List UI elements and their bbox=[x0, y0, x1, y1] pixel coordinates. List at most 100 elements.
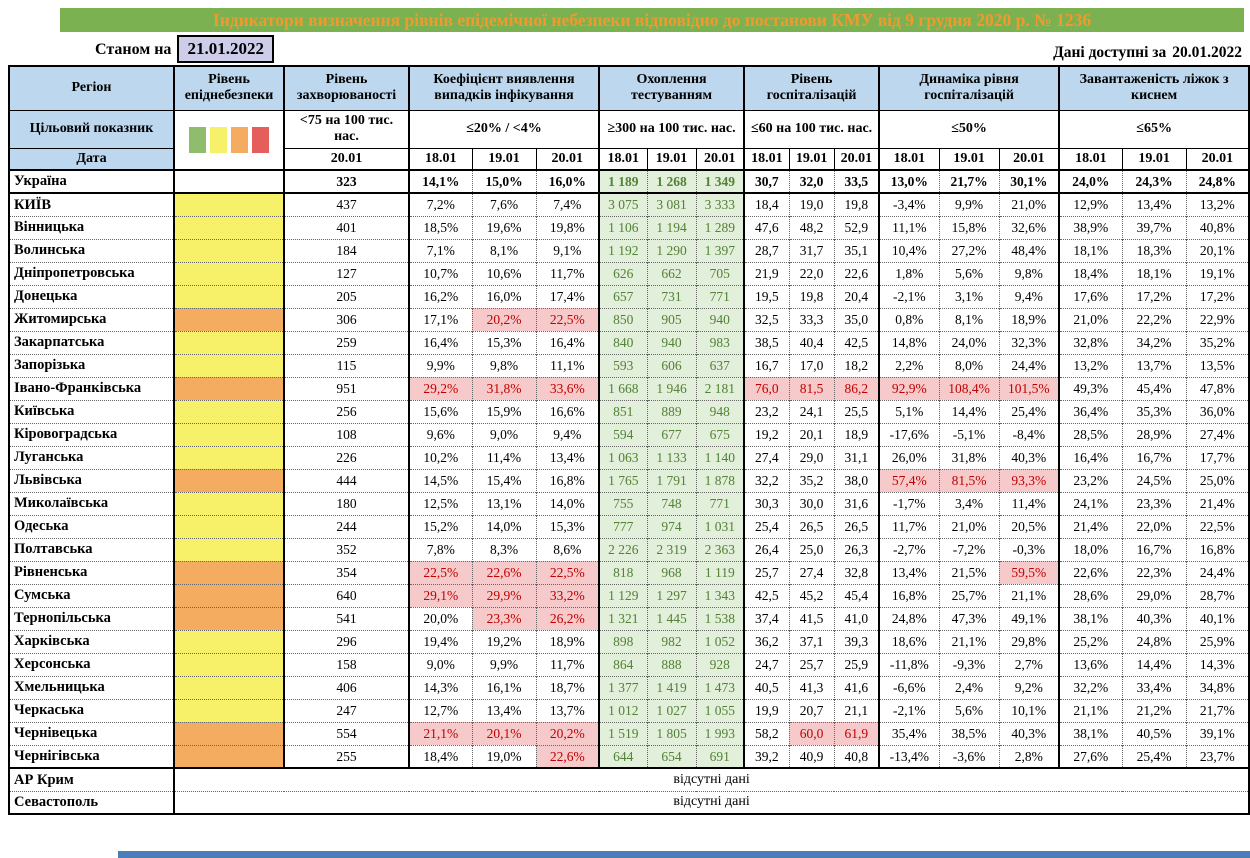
col-header-danger-level: Рівень епіднебезпеки bbox=[173, 65, 285, 111]
hospitalization-cell: 26,5 bbox=[833, 514, 880, 538]
testing-cell: 755 bbox=[598, 491, 648, 515]
beds-cell: 19,1% bbox=[1185, 261, 1250, 285]
hospitalization-cell: 22,6 bbox=[833, 261, 880, 285]
beds-cell: 28,7% bbox=[1185, 583, 1250, 607]
region-row: Київська 256 15,6% 15,9% 16,6% 851 889 948 23,2 2… bbox=[8, 399, 1250, 423]
detection-cell: 9,8% bbox=[471, 353, 536, 377]
hospitalization-cell: 38,0 bbox=[833, 468, 880, 492]
incidence-cell: 352 bbox=[283, 537, 409, 561]
testing-cell: 1 268 bbox=[646, 169, 697, 193]
region-name-cell: Житомирська bbox=[8, 307, 174, 331]
detection-cell: 21,1% bbox=[408, 721, 472, 745]
testing-cell: 1 012 bbox=[598, 698, 648, 722]
region-name-cell: Хмельницька bbox=[8, 675, 174, 699]
hospitalization-cell: 23,2 bbox=[743, 399, 790, 423]
dynamics-cell: 25,7% bbox=[938, 583, 1000, 607]
region-name-cell: Запорізька bbox=[8, 353, 174, 377]
dynamics-cell: 9,8% bbox=[998, 261, 1060, 285]
hospitalization-cell: 41,3 bbox=[788, 675, 835, 699]
incidence-cell: 244 bbox=[283, 514, 409, 538]
testing-cell: 1 993 bbox=[695, 721, 745, 745]
testing-cell: 691 bbox=[695, 744, 745, 768]
dynamics-cell: 8,1% bbox=[938, 307, 1000, 331]
testing-cell: 1 194 bbox=[646, 215, 697, 239]
hospitalization-cell: 47,6 bbox=[743, 215, 790, 239]
dynamics-cell: 21,0% bbox=[938, 514, 1000, 538]
data-available-label: Дані доступні за bbox=[1053, 44, 1167, 61]
incidence-cell: 401 bbox=[283, 215, 409, 239]
hospitalization-cell: 76,0 bbox=[743, 376, 790, 400]
beds-cell: 18,1% bbox=[1121, 261, 1187, 285]
testing-cell: 1 031 bbox=[695, 514, 745, 538]
testing-cell: 594 bbox=[598, 422, 648, 446]
hospitalization-cell: 32,2 bbox=[743, 468, 790, 492]
detection-cell: 11,7% bbox=[535, 261, 600, 285]
danger-level-cell bbox=[173, 422, 284, 446]
detection-cell: 7,2% bbox=[408, 192, 472, 216]
col-header-hospitalization: Рівень госпіталізацій bbox=[743, 65, 880, 111]
detection-cell: 9,4% bbox=[535, 422, 600, 446]
dynamics-cell: 11,4% bbox=[998, 491, 1060, 515]
detection-cell: 20,0% bbox=[408, 606, 472, 630]
testing-cell: 731 bbox=[646, 284, 697, 308]
testing-cell: 748 bbox=[646, 491, 697, 515]
dynamics-cell: 1,8% bbox=[878, 261, 940, 285]
beds-cell: 24,8% bbox=[1185, 169, 1250, 193]
dynamics-cell: -3,4% bbox=[878, 192, 940, 216]
detection-cell: 18,4% bbox=[408, 744, 472, 768]
beds-cell: 39,1% bbox=[1185, 721, 1250, 745]
dynamics-cell: 8,0% bbox=[938, 353, 1000, 377]
detection-cell: 9,6% bbox=[408, 422, 472, 446]
detection-cell: 29,2% bbox=[408, 376, 472, 400]
beds-cell: 25,4% bbox=[1121, 744, 1187, 768]
hospitalization-cell: 28,7 bbox=[743, 238, 790, 262]
testing-cell: 1 192 bbox=[598, 238, 648, 262]
region-name-cell: КИЇВ bbox=[8, 192, 174, 216]
hospitalization-cell: 18,9 bbox=[833, 422, 880, 446]
beds-cell: 36,4% bbox=[1058, 399, 1123, 423]
region-row: Одеська 244 15,2% 14,0% 15,3% 777 974 1 031 25,4… bbox=[8, 514, 1250, 538]
beds-cell: 14,3% bbox=[1185, 652, 1250, 676]
subheader: Станом на 21.01.2022 Дані доступні за 20.0… bbox=[0, 32, 1250, 65]
danger-level-cell bbox=[173, 468, 284, 492]
beds-cell: 13,5% bbox=[1185, 353, 1250, 377]
dynamics-cell: 16,8% bbox=[878, 583, 940, 607]
region-row: Львівська 444 14,5% 15,4% 16,8% 1 765 1 791 1 8… bbox=[8, 468, 1250, 492]
danger-level-cell bbox=[173, 238, 284, 262]
testing-cell: 1 878 bbox=[695, 468, 745, 492]
dynamics-cell: 13,0% bbox=[878, 169, 940, 193]
hospitalization-cell: 32,5 bbox=[743, 307, 790, 331]
incidence-cell: 951 bbox=[283, 376, 409, 400]
hospitalization-cell: 36,2 bbox=[743, 629, 790, 653]
beds-cell: 40,8% bbox=[1185, 215, 1250, 239]
dynamics-cell: 21,5% bbox=[938, 560, 1000, 584]
detection-cell: 15,6% bbox=[408, 399, 472, 423]
incidence-cell: 180 bbox=[283, 491, 409, 515]
detection-cell: 9,0% bbox=[471, 422, 536, 446]
target-hospitalization: ≤60 на 100 тис. нас. bbox=[743, 109, 880, 149]
incidence-cell: 158 bbox=[283, 652, 409, 676]
dynamics-cell: 11,1% bbox=[878, 215, 940, 239]
dynamics-cell: 2,2% bbox=[878, 353, 940, 377]
testing-cell: 1 106 bbox=[598, 215, 648, 239]
beds-cell: 23,2% bbox=[1058, 468, 1123, 492]
testing-cell: 948 bbox=[695, 399, 745, 423]
dynamics-cell: 2,4% bbox=[938, 675, 1000, 699]
col-header-detection: Коефіцієнт виявлення випадків інфікуванн… bbox=[407, 65, 600, 111]
danger-level-cell bbox=[173, 491, 284, 515]
detection-cell: 9,9% bbox=[471, 652, 536, 676]
beds-cell: 24,1% bbox=[1058, 491, 1123, 515]
dynamics-cell: 14,4% bbox=[938, 399, 1000, 423]
region-row: Волинська 184 7,1% 8,1% 9,1% 1 192 1 290 1 397 2… bbox=[8, 238, 1250, 262]
dynamics-cell: 18,6% bbox=[878, 629, 940, 653]
detection-cell: 16,4% bbox=[408, 330, 472, 354]
testing-cell: 1 419 bbox=[646, 675, 697, 699]
beds-cell: 13,2% bbox=[1185, 192, 1250, 216]
beds-cell: 13,6% bbox=[1058, 652, 1123, 676]
region-row: Черкаська 247 12,7% 13,4% 13,7% 1 012 1 027 1 0… bbox=[8, 698, 1250, 722]
region-name-cell: Одеська bbox=[8, 514, 174, 538]
hospitalization-cell: 32,0 bbox=[788, 169, 835, 193]
region-name-cell: Черкаська bbox=[8, 698, 174, 722]
detection-cell: 12,5% bbox=[408, 491, 472, 515]
beds-cell: 24,3% bbox=[1121, 169, 1187, 193]
